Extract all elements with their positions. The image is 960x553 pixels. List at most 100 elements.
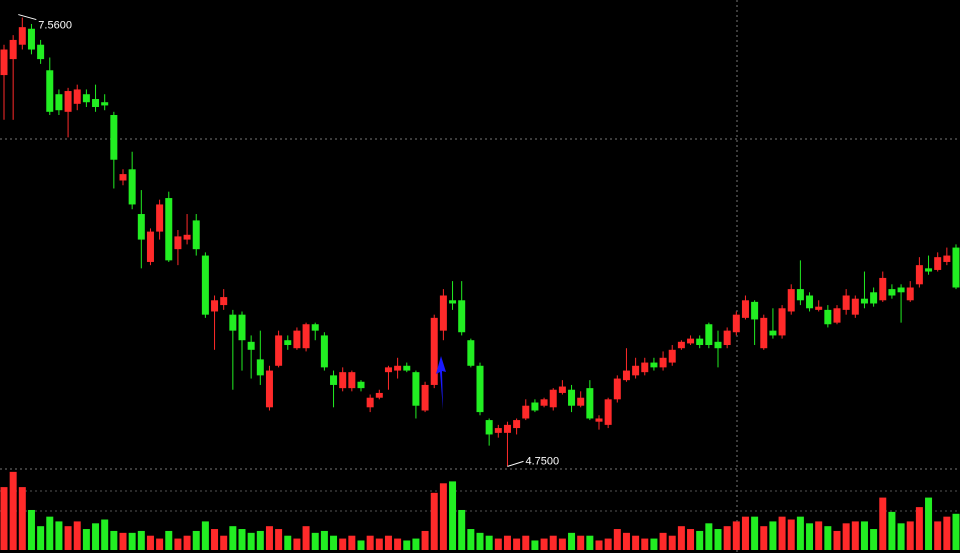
candle-body	[815, 306, 823, 310]
volume-bar	[403, 540, 411, 550]
volume-bar	[82, 529, 90, 550]
candle-body	[851, 298, 859, 315]
candle-body	[622, 370, 630, 381]
candle-body	[82, 94, 90, 103]
candle-body	[806, 295, 814, 309]
candle-body	[943, 255, 951, 262]
volume-bar	[467, 529, 475, 550]
candle-body	[659, 357, 667, 368]
volume-bar	[760, 526, 768, 550]
candle-body	[275, 335, 283, 366]
candle-body	[842, 295, 850, 310]
candle-body	[549, 389, 557, 408]
volume-bar	[366, 535, 374, 550]
volume-bar	[943, 516, 951, 550]
candle-body	[449, 300, 457, 304]
candle-body	[751, 301, 759, 320]
volume-bar	[815, 521, 823, 550]
candle-body	[55, 94, 63, 111]
volume-bar	[806, 523, 814, 550]
volume-bar	[732, 521, 740, 550]
volume-bar	[348, 535, 356, 550]
volume-bar	[568, 532, 576, 550]
volume-bar	[256, 530, 264, 550]
volume-bar	[421, 530, 429, 550]
candle-body	[192, 220, 200, 250]
candle-body	[732, 314, 740, 333]
candle-body	[165, 198, 173, 261]
volume-bar	[632, 535, 640, 550]
candle-body	[46, 70, 54, 112]
candle-body	[238, 314, 246, 341]
candle-body	[705, 324, 713, 346]
volume-bar	[384, 535, 392, 550]
candle-body	[201, 255, 209, 315]
volume-bar	[119, 532, 127, 550]
candle-body	[522, 405, 530, 419]
volume-bar	[650, 538, 658, 550]
candle-body	[220, 297, 228, 306]
candle-body	[632, 365, 640, 376]
volume-bar	[339, 538, 347, 550]
candle-body	[677, 341, 685, 349]
volume-bar	[394, 538, 402, 550]
volume-bar	[906, 521, 914, 550]
volume-bar	[751, 516, 759, 550]
volume-bar	[778, 516, 786, 550]
volume-bar	[860, 521, 868, 550]
candle-body	[467, 340, 475, 366]
volume-bar	[540, 538, 548, 550]
volume-bar	[952, 513, 960, 550]
candle-body	[174, 236, 182, 250]
volume-bar	[174, 538, 182, 550]
volume-bar	[641, 538, 649, 550]
plot: 7.5600 4.7500	[0, 14, 960, 550]
leader	[507, 460, 524, 467]
volume-bar	[604, 538, 612, 550]
volume-bar	[696, 530, 704, 550]
max-label: 7.5600	[38, 19, 72, 31]
candle-body	[595, 418, 603, 422]
volume-bar	[613, 529, 621, 550]
candle-body	[494, 428, 502, 433]
volume-bar	[101, 519, 109, 550]
arrow	[436, 356, 446, 410]
candle-body	[156, 204, 164, 232]
volume-bar	[787, 519, 795, 550]
candle-body	[696, 338, 704, 346]
volume-bar	[183, 535, 191, 550]
volume-bar	[92, 523, 100, 550]
volume-bar	[37, 526, 45, 550]
volume-bar	[668, 535, 676, 550]
volume-bar	[714, 529, 722, 550]
min-label: 4.7500	[525, 455, 559, 467]
candle-body	[430, 317, 438, 385]
volume-bar	[211, 529, 219, 550]
volume-bar	[879, 497, 887, 550]
candle-body	[92, 99, 100, 108]
candle-body	[375, 392, 383, 398]
candle-body	[146, 231, 154, 262]
candle-body	[27, 28, 35, 50]
candle-body	[229, 314, 237, 331]
candle-body	[403, 365, 411, 371]
candle-body	[211, 300, 219, 312]
volume-bar	[302, 526, 310, 550]
candle-body	[778, 308, 786, 336]
candle-body	[18, 27, 26, 45]
candle-body	[302, 324, 310, 349]
volume-bar	[769, 521, 777, 550]
volume-bar	[687, 529, 695, 550]
candle-body	[412, 372, 420, 406]
volume-bar	[586, 535, 594, 550]
candle-body	[833, 308, 841, 323]
candle-body	[741, 300, 749, 318]
volume-bar	[201, 521, 209, 550]
candle-body	[293, 330, 301, 349]
volume-bar	[824, 526, 832, 550]
volume-bar	[439, 483, 447, 550]
candle-body	[513, 420, 521, 429]
candle-body	[888, 289, 896, 296]
volume-bar	[549, 535, 557, 550]
candle-body	[641, 362, 649, 373]
